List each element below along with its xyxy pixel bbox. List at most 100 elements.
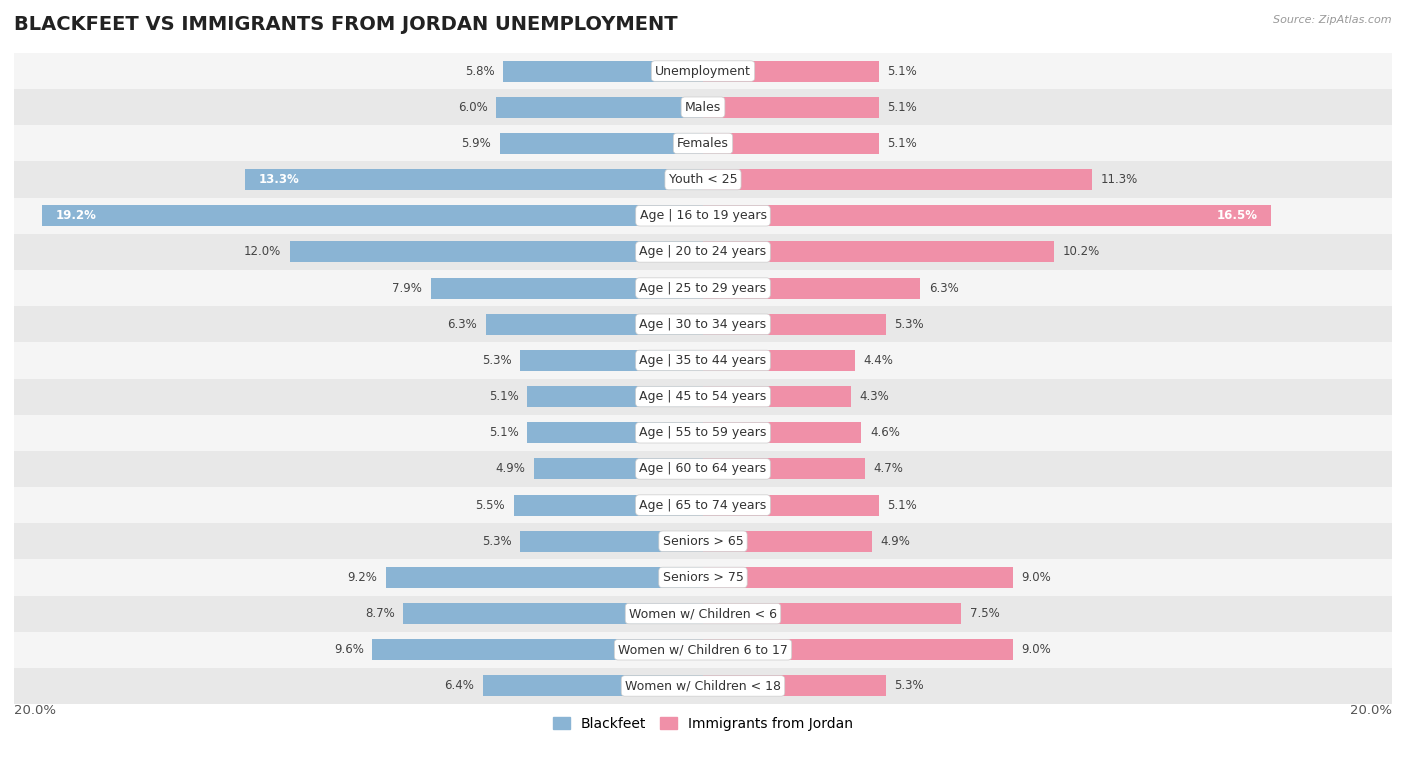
Text: 11.3%: 11.3%	[1101, 173, 1137, 186]
Bar	[703, 639, 1012, 660]
Bar	[14, 53, 1392, 89]
Legend: Blackfeet, Immigrants from Jordan: Blackfeet, Immigrants from Jordan	[547, 711, 859, 736]
Bar	[373, 639, 703, 660]
Text: Age | 45 to 54 years: Age | 45 to 54 years	[640, 390, 766, 403]
Bar	[703, 241, 1054, 263]
Text: Age | 16 to 19 years: Age | 16 to 19 years	[640, 209, 766, 223]
Bar	[499, 133, 703, 154]
Bar	[703, 169, 1092, 190]
Text: 4.4%: 4.4%	[863, 354, 893, 367]
Text: 4.6%: 4.6%	[870, 426, 900, 439]
Text: Males: Males	[685, 101, 721, 114]
Bar	[703, 61, 879, 82]
Bar	[14, 342, 1392, 378]
Bar	[703, 494, 879, 516]
Bar	[14, 270, 1392, 306]
Text: Unemployment: Unemployment	[655, 64, 751, 77]
Bar	[14, 126, 1392, 161]
Bar	[527, 386, 703, 407]
Bar	[703, 97, 879, 118]
Bar	[14, 198, 1392, 234]
Text: 16.5%: 16.5%	[1216, 209, 1257, 223]
Bar	[14, 487, 1392, 523]
Bar	[703, 459, 865, 479]
Bar	[14, 523, 1392, 559]
Bar	[14, 451, 1392, 487]
Text: Women w/ Children < 18: Women w/ Children < 18	[626, 680, 780, 693]
Text: 4.9%: 4.9%	[880, 534, 910, 548]
Text: Women w/ Children < 6: Women w/ Children < 6	[628, 607, 778, 620]
Text: 5.3%: 5.3%	[894, 318, 924, 331]
Bar	[520, 350, 703, 371]
Text: Age | 30 to 34 years: Age | 30 to 34 years	[640, 318, 766, 331]
Bar	[14, 415, 1392, 451]
Text: 5.1%: 5.1%	[887, 64, 917, 77]
Bar	[503, 61, 703, 82]
Bar	[430, 278, 703, 298]
Bar	[703, 313, 886, 335]
Text: 5.3%: 5.3%	[894, 680, 924, 693]
Bar	[14, 306, 1392, 342]
Text: 5.1%: 5.1%	[887, 137, 917, 150]
Text: 9.0%: 9.0%	[1022, 571, 1052, 584]
Text: 5.1%: 5.1%	[887, 499, 917, 512]
Text: 9.0%: 9.0%	[1022, 643, 1052, 656]
Text: Age | 25 to 29 years: Age | 25 to 29 years	[640, 282, 766, 294]
Bar	[404, 603, 703, 624]
Text: 6.3%: 6.3%	[447, 318, 478, 331]
Text: 4.3%: 4.3%	[859, 390, 890, 403]
Text: 19.2%: 19.2%	[55, 209, 96, 223]
Bar	[14, 378, 1392, 415]
Bar	[14, 668, 1392, 704]
Bar	[14, 559, 1392, 596]
Bar	[496, 97, 703, 118]
Bar	[703, 278, 920, 298]
Text: 5.3%: 5.3%	[482, 534, 512, 548]
Text: BLACKFEET VS IMMIGRANTS FROM JORDAN UNEMPLOYMENT: BLACKFEET VS IMMIGRANTS FROM JORDAN UNEM…	[14, 15, 678, 34]
Text: 4.7%: 4.7%	[873, 463, 904, 475]
Bar	[513, 494, 703, 516]
Bar	[14, 596, 1392, 631]
Text: Age | 60 to 64 years: Age | 60 to 64 years	[640, 463, 766, 475]
Text: 5.8%: 5.8%	[465, 64, 495, 77]
Bar	[534, 459, 703, 479]
Text: 5.1%: 5.1%	[887, 101, 917, 114]
Bar	[703, 350, 855, 371]
Text: Age | 35 to 44 years: Age | 35 to 44 years	[640, 354, 766, 367]
Text: 7.5%: 7.5%	[970, 607, 1000, 620]
Bar	[703, 205, 1271, 226]
Text: 6.4%: 6.4%	[444, 680, 474, 693]
Text: 9.6%: 9.6%	[333, 643, 364, 656]
Bar	[703, 422, 862, 444]
Bar	[387, 567, 703, 588]
Bar	[245, 169, 703, 190]
Text: 4.9%: 4.9%	[496, 463, 526, 475]
Text: 6.0%: 6.0%	[458, 101, 488, 114]
Bar	[703, 567, 1012, 588]
Bar	[486, 313, 703, 335]
Bar	[520, 531, 703, 552]
Text: 20.0%: 20.0%	[14, 704, 56, 717]
Text: 5.1%: 5.1%	[489, 390, 519, 403]
Bar	[703, 603, 962, 624]
Text: 12.0%: 12.0%	[243, 245, 281, 258]
Text: Youth < 25: Youth < 25	[669, 173, 737, 186]
Bar	[14, 161, 1392, 198]
Bar	[482, 675, 703, 696]
Bar	[14, 631, 1392, 668]
Bar	[703, 531, 872, 552]
Bar	[527, 422, 703, 444]
Text: 5.3%: 5.3%	[482, 354, 512, 367]
Text: Age | 20 to 24 years: Age | 20 to 24 years	[640, 245, 766, 258]
Text: 5.5%: 5.5%	[475, 499, 505, 512]
Text: 5.9%: 5.9%	[461, 137, 491, 150]
Text: 9.2%: 9.2%	[347, 571, 377, 584]
Text: Seniors > 75: Seniors > 75	[662, 571, 744, 584]
Text: 7.9%: 7.9%	[392, 282, 422, 294]
Text: Females: Females	[678, 137, 728, 150]
Text: Women w/ Children 6 to 17: Women w/ Children 6 to 17	[619, 643, 787, 656]
Text: Age | 65 to 74 years: Age | 65 to 74 years	[640, 499, 766, 512]
Bar	[703, 386, 851, 407]
Bar	[703, 133, 879, 154]
Text: 6.3%: 6.3%	[928, 282, 959, 294]
